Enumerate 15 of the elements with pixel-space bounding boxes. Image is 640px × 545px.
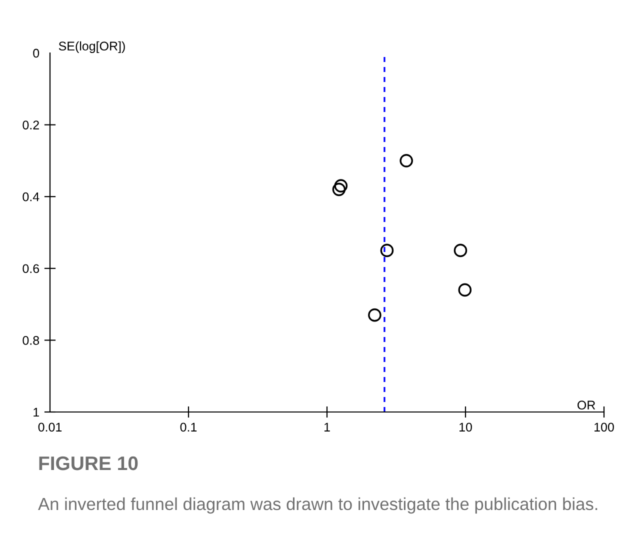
y-tick-label: 1 — [34, 408, 39, 417]
x-axis-title: OR — [578, 400, 596, 410]
y-axis-title: SE(log[OR]) — [58, 41, 125, 53]
text: An inverted funnel diagram was drawn to investigate the publication bias. — [38, 497, 598, 514]
y-tick-label: 0 — [33, 48, 40, 58]
y-tick-label: 0.8 — [22, 336, 40, 345]
text: FIGURE 10 — [39, 456, 138, 470]
y-tick-label: 0.2 — [22, 120, 39, 130]
x-tick-label: 10 — [460, 422, 472, 432]
x-tick-label: 1 — [324, 422, 330, 432]
x-tick-label: 0.01 — [38, 422, 62, 432]
x-tick-label: 100 — [594, 422, 614, 432]
x-tick-label: 0.1 — [180, 422, 197, 432]
y-tick-label: 0.6 — [22, 264, 40, 274]
y-tick-label: 0.4 — [22, 192, 40, 202]
